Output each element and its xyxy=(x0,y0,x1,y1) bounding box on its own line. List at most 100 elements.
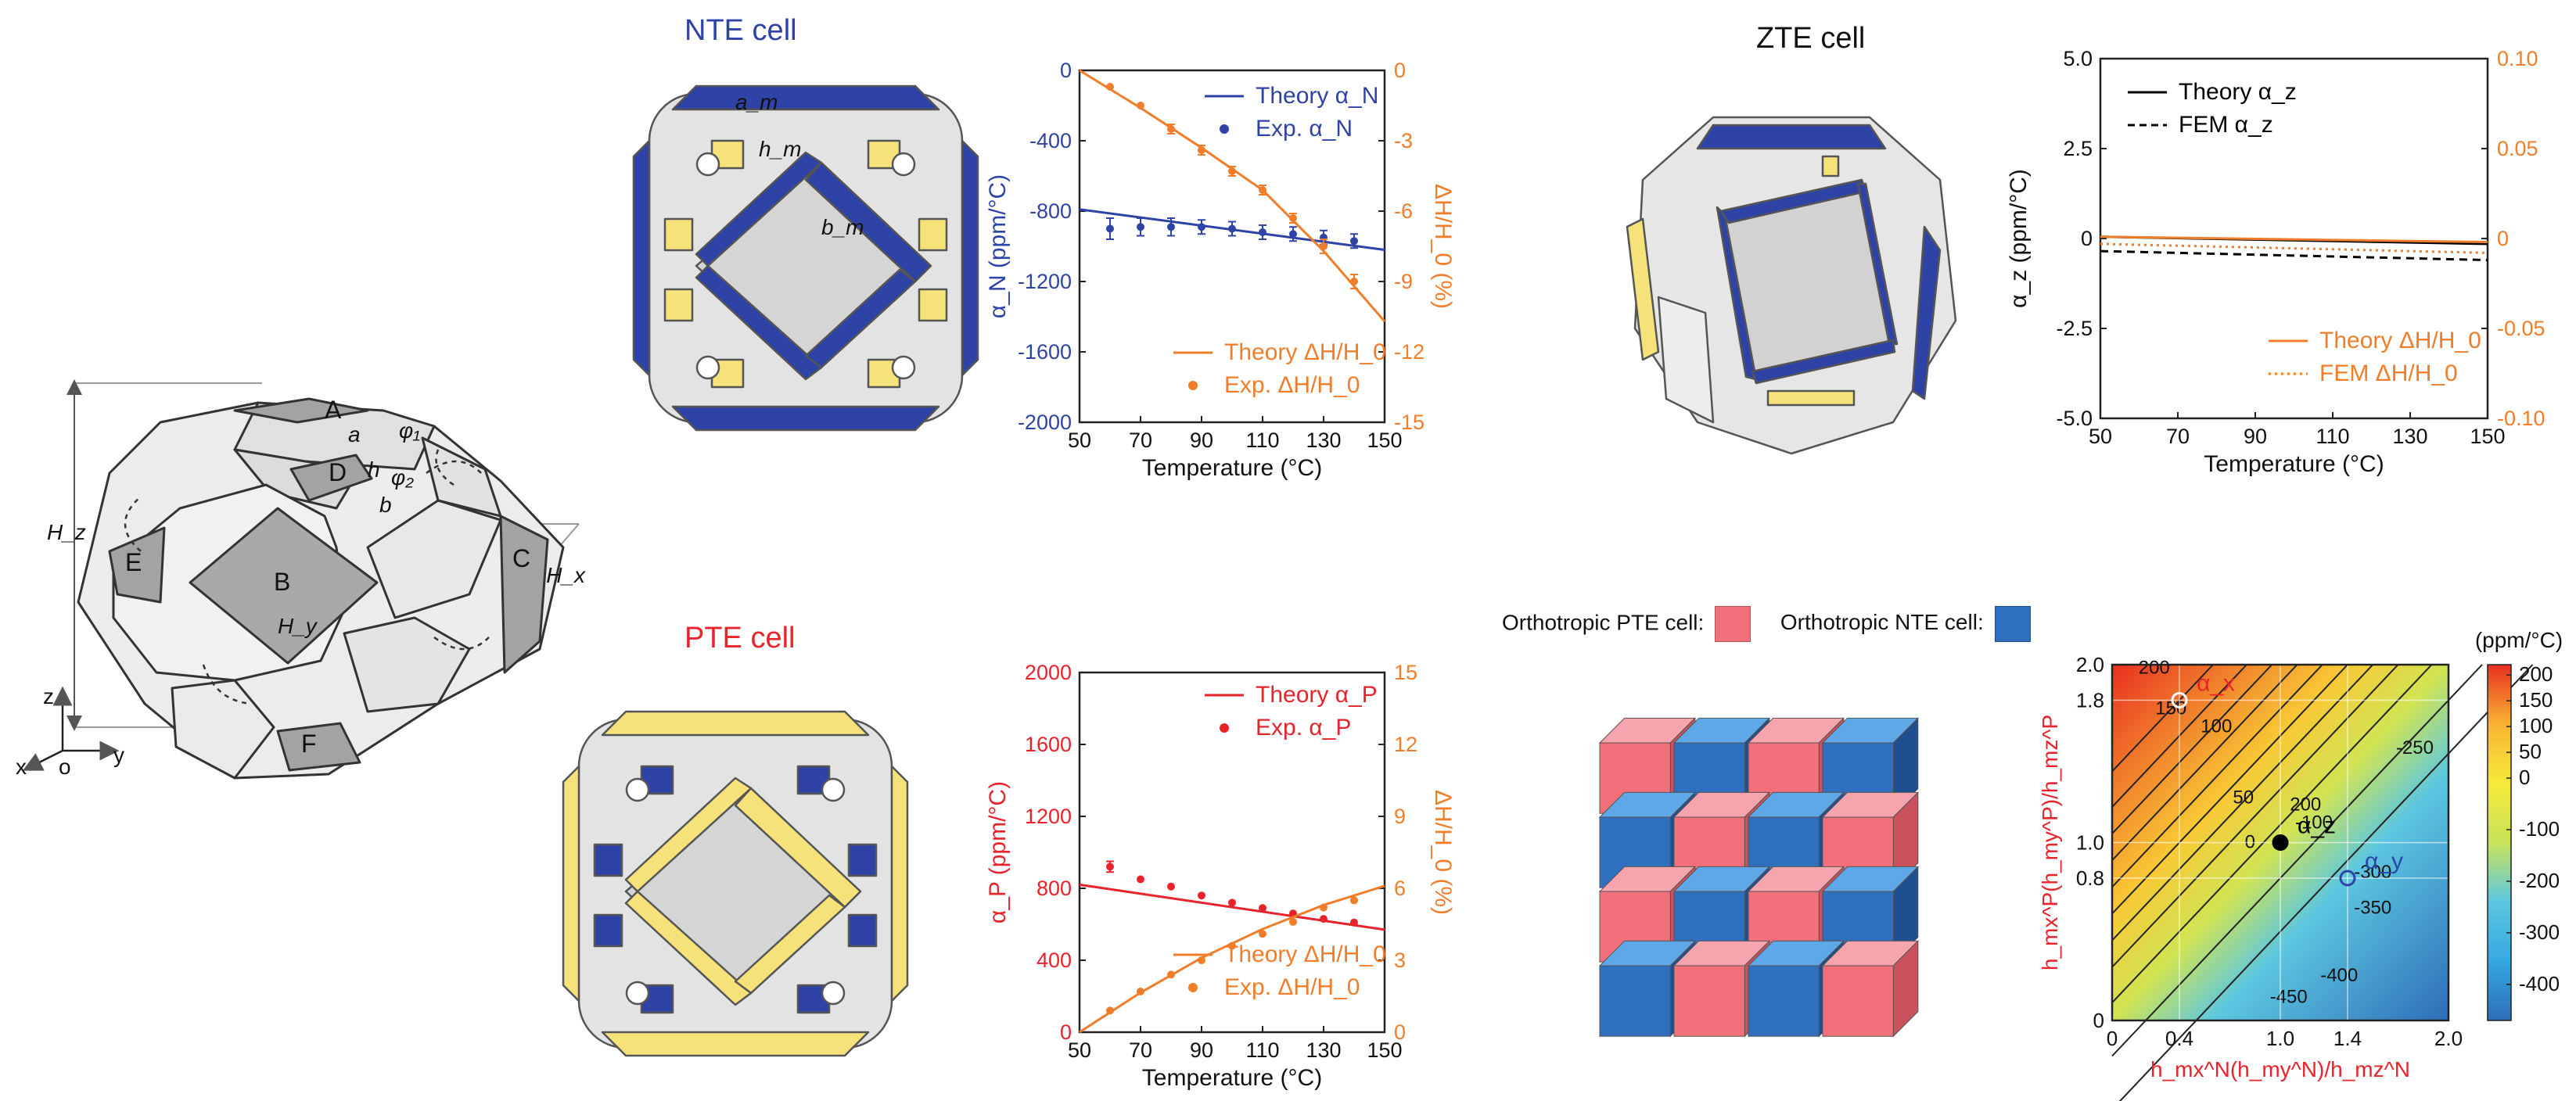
label-b: b xyxy=(379,493,392,517)
data-point xyxy=(1228,167,1236,175)
data-point xyxy=(1137,102,1144,109)
data-point xyxy=(1350,278,1358,285)
contour-line xyxy=(2111,664,2323,888)
data-point xyxy=(1167,125,1175,133)
y-tick-label: 2.0 xyxy=(2076,653,2104,676)
colorbar-tick-label: 0 xyxy=(2519,766,2530,789)
x-tick-label: 1.0 xyxy=(2266,1027,2294,1050)
data-point xyxy=(1320,242,1328,250)
x-tick-label: 90 xyxy=(1190,1038,1213,1062)
data-point xyxy=(1259,930,1266,938)
colorbar-tick-label: 50 xyxy=(2519,740,2542,763)
contour-line xyxy=(2111,664,2348,915)
y-axis-label: α_N (ppm/°C) xyxy=(985,174,1011,318)
zte-cell-illustration xyxy=(1626,116,1957,455)
face-C xyxy=(499,515,549,674)
series-line xyxy=(2100,235,2488,244)
cte-heatmap-chart: 200150100500-100200-250-300-350-400-4500… xyxy=(2038,628,2563,1101)
label-B: B xyxy=(274,568,290,596)
colorbar-tick-label: -400 xyxy=(2519,972,2560,995)
series-line xyxy=(1079,883,1385,931)
geometry-diagram: A D B E C F a h b φ₁ φ₂ H_z H_x H_y z y … xyxy=(16,379,586,780)
y2-tick-label: 15 xyxy=(1394,661,1417,684)
x-axis-label: h_mx^N(h_my^N)/h_mz^N xyxy=(2150,1057,2410,1081)
y2-tick-label: 0.05 xyxy=(2497,137,2538,160)
y-tick-label: -2.5 xyxy=(2056,317,2093,340)
label-a: a xyxy=(348,422,361,446)
legend-label: Theory α_N xyxy=(1256,83,1378,109)
data-point xyxy=(1350,896,1358,905)
data-point xyxy=(1106,83,1114,91)
contour-line xyxy=(2111,664,2214,773)
y2-tick-label: 6 xyxy=(1394,877,1406,900)
x-axis-label: Temperature (°C) xyxy=(1142,1065,1322,1091)
y2-tick-label: 0.10 xyxy=(2497,47,2538,70)
y-tick-label: 1.8 xyxy=(2076,689,2104,712)
x-tick-label: 150 xyxy=(1367,429,1402,452)
x-tick-label: 130 xyxy=(1306,1038,1341,1062)
contour-label: -250 xyxy=(2396,737,2434,759)
data-point xyxy=(1106,224,1114,233)
label-Hx: H_x xyxy=(546,563,586,587)
legend-label: Exp. ΔH/H_0 xyxy=(1224,974,1360,1000)
contour-label: 200 xyxy=(2290,794,2321,816)
y2-axis-label: ΔH/H_0 (%) xyxy=(1430,184,1456,309)
y-axis-label: h_mx^P(h_my^P)/h_mz^P xyxy=(2038,715,2062,970)
contour-label: -300 xyxy=(2354,862,2391,883)
y2-tick-label: -12 xyxy=(1394,340,1425,364)
colorbar-tick-label: -300 xyxy=(2519,920,2560,944)
data-point xyxy=(1289,917,1297,926)
contour-label: -350 xyxy=(2354,898,2391,919)
contour-label: 150 xyxy=(2155,698,2186,719)
colorbar-tick-label: -200 xyxy=(2519,869,2560,892)
y2-tick-label: 12 xyxy=(1394,733,1417,756)
y-tick-label: -800 xyxy=(1029,199,1072,223)
data-point xyxy=(1289,230,1297,238)
y2-tick-label: 0 xyxy=(1394,59,1406,82)
legend-label: Theory α_z xyxy=(2179,79,2297,105)
y-tick-label: 0 xyxy=(1060,59,1072,82)
cube-array-illustration xyxy=(1598,717,1920,1038)
colorbar-tick-label: 150 xyxy=(2519,688,2553,712)
data-point xyxy=(1289,214,1297,222)
data-point xyxy=(1198,223,1205,231)
x-tick-label: 70 xyxy=(1129,429,1152,452)
face-D xyxy=(289,454,373,502)
plot-frame xyxy=(2111,663,2450,1022)
nte-label-hm: h_m xyxy=(759,137,801,161)
y2-tick-label: 0 xyxy=(1394,1020,1406,1044)
contour-line xyxy=(2111,664,2373,941)
nte-cell-title: NTE cell xyxy=(684,14,797,47)
y-tick-label: 0.8 xyxy=(2076,866,2104,890)
y-tick-label: 1.0 xyxy=(2076,831,2104,855)
pte-expansion-chart: 50 70 90 110 130 150 2000 1600 1200 800 400 0 15 12 9 6… xyxy=(985,661,1456,1091)
label-D: D xyxy=(329,458,347,486)
heatmap-point-label: α_x xyxy=(2197,671,2235,697)
y-tick-label: -400 xyxy=(1029,129,1072,152)
data-point xyxy=(1350,237,1358,246)
y2-tick-label: -6 xyxy=(1394,199,1413,223)
data-point xyxy=(1137,875,1144,884)
legend-label: Exp. ΔH/H_0 xyxy=(1224,372,1360,398)
y-tick-label: 2.5 xyxy=(2063,137,2093,160)
y-tick-label: 800 xyxy=(1037,877,1072,900)
y-tick-label: 2000 xyxy=(1025,661,1072,684)
y-tick-label: 0 xyxy=(2081,227,2093,250)
data-point xyxy=(1198,146,1205,154)
data-point xyxy=(1320,903,1328,912)
x-tick-label: 130 xyxy=(2392,425,2427,448)
cube-front xyxy=(1748,965,1820,1037)
data-point xyxy=(1259,228,1266,236)
data-point xyxy=(1167,223,1175,231)
x-tick-label: 50 xyxy=(1068,429,1091,452)
colorbar-tick-label: -100 xyxy=(2519,817,2560,841)
axis-label-y: y xyxy=(113,743,124,767)
data-point xyxy=(1106,863,1114,871)
plot-frame xyxy=(1078,69,1386,424)
y2-tick-label: -0.10 xyxy=(2497,407,2545,430)
y2-tick-label: 3 xyxy=(1394,949,1406,972)
colorbar-tick-label: 100 xyxy=(2519,714,2553,737)
legend-label: Exp. α_N xyxy=(1256,116,1353,142)
label-C: C xyxy=(512,544,530,572)
pte-cell-illustration xyxy=(562,710,909,1057)
